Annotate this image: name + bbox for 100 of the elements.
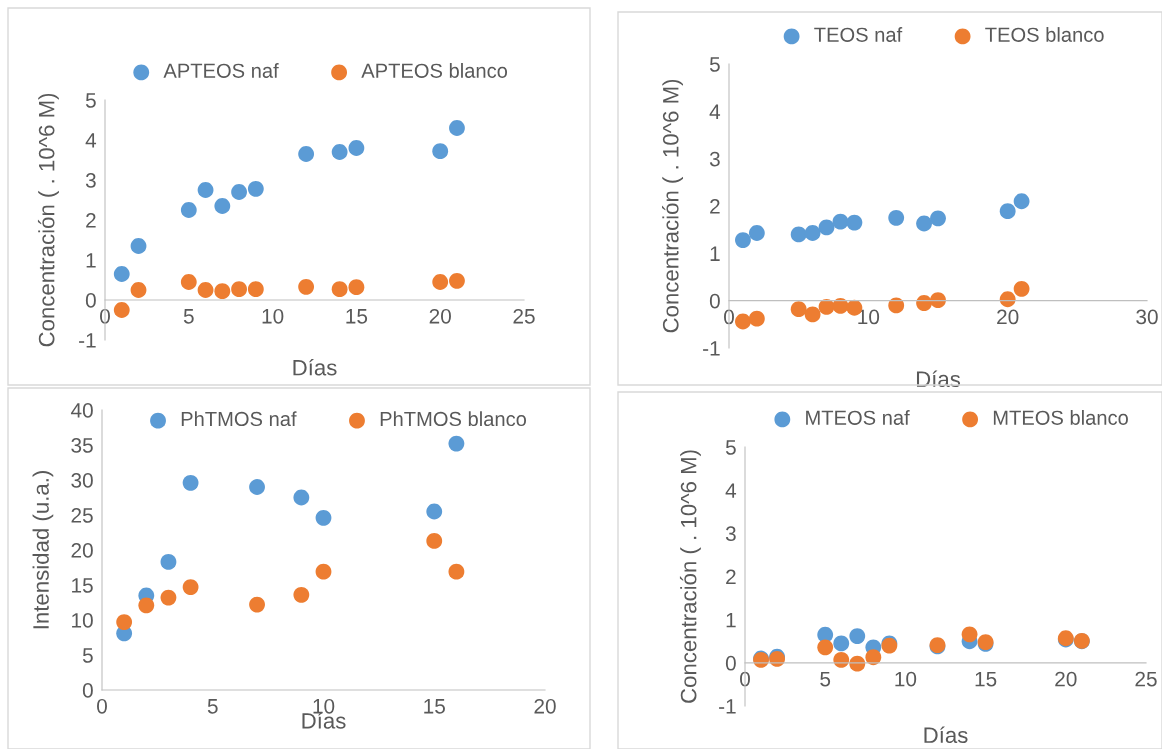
point <box>833 635 850 652</box>
legend-label: PhTMOS naf <box>181 411 297 427</box>
point <box>888 297 905 314</box>
x-tick-label: 5 <box>183 309 194 324</box>
point <box>999 203 1016 220</box>
point <box>231 281 247 298</box>
point <box>214 198 231 214</box>
point <box>197 282 214 298</box>
x-tick-label: 25 <box>513 308 535 324</box>
y-tick-label: 2 <box>726 569 736 585</box>
x-tick-label: 5 <box>207 699 218 714</box>
y-tick-label: 0 <box>82 683 93 698</box>
point <box>426 532 443 549</box>
y-tick-label: -1 <box>719 699 736 714</box>
point <box>735 313 751 330</box>
point <box>348 279 365 296</box>
legend-label: PhTMOS blanco <box>380 411 527 427</box>
y-tick-label: 35 <box>71 438 93 453</box>
x-tick-label: 10 <box>262 308 284 324</box>
y-tick-label: 5 <box>725 440 736 455</box>
y-axis-title: Intensidad (u.a.) <box>32 471 54 629</box>
y-tick-label: 0 <box>85 293 96 308</box>
point <box>249 596 265 613</box>
point <box>448 563 465 580</box>
point <box>790 226 807 243</box>
point <box>298 278 315 295</box>
y-axis-title: Concentración ( . 10^6 M) <box>662 79 684 333</box>
legend-label: APTEOS blanco <box>361 63 508 78</box>
x-tick-label: 20 <box>429 308 451 324</box>
point <box>748 310 765 327</box>
point <box>449 120 465 136</box>
legend-label: TEOS blanco <box>985 27 1104 42</box>
point <box>231 184 247 200</box>
x-tick-label: 15 <box>424 699 445 714</box>
point <box>315 509 332 526</box>
x-axis-title: Días <box>302 712 346 729</box>
point <box>1013 280 1030 297</box>
x-tick-label: 10 <box>895 671 917 687</box>
x-tick-label: 0 <box>740 671 750 687</box>
y-axis-title: Concentración ( . 10^6 M) <box>37 93 59 347</box>
y-tick-label: 4 <box>709 104 721 119</box>
y-tick-label: 4 <box>85 133 97 148</box>
y-tick-label: -1 <box>79 333 96 348</box>
x-tick-label: 15 <box>975 671 997 687</box>
point <box>832 213 849 230</box>
x-tick-label: 0 <box>97 698 107 714</box>
point <box>818 298 835 315</box>
point <box>138 597 155 614</box>
y-tick-label: 2 <box>710 199 720 214</box>
point <box>197 182 214 198</box>
point <box>113 266 130 282</box>
point <box>916 215 932 232</box>
point <box>113 302 130 318</box>
y-tick-label: 3 <box>709 151 720 167</box>
point <box>298 146 315 162</box>
x-tick-label: 0 <box>100 308 110 324</box>
legend-label: TEOS naf <box>814 27 903 42</box>
point <box>448 435 465 452</box>
y-tick-label: -1 <box>703 341 720 356</box>
point <box>182 579 199 596</box>
point <box>804 306 821 323</box>
y-tick-label: 3 <box>85 173 96 188</box>
point <box>790 301 807 318</box>
point <box>449 272 465 289</box>
point <box>315 563 332 580</box>
point <box>735 232 751 248</box>
point <box>348 140 365 156</box>
point <box>130 282 147 298</box>
y-tick-label: 0 <box>709 293 720 309</box>
point <box>214 283 231 300</box>
y-tick-label: 3 <box>725 526 736 542</box>
x-tick-label: 15 <box>346 309 368 324</box>
y-tick-label: 1 <box>710 246 720 261</box>
y-tick-label: 1 <box>86 253 96 268</box>
y-tick-label: 2 <box>86 213 96 228</box>
point <box>748 225 765 241</box>
point <box>999 291 1016 308</box>
point <box>846 214 863 231</box>
y-tick-label: 1 <box>726 612 736 628</box>
y-tick-label: 15 <box>72 578 93 593</box>
y-tick-label: 20 <box>71 543 93 558</box>
legend-label: APTEOS naf <box>163 63 279 78</box>
legend-label: MTEOS blanco <box>993 410 1128 425</box>
point <box>432 143 449 160</box>
point <box>930 210 946 227</box>
x-axis-title: Días <box>293 358 337 376</box>
y-tick-label: 40 <box>70 403 93 418</box>
y-tick-label: 30 <box>71 473 93 488</box>
y-tick-label: 5 <box>82 648 93 663</box>
x-tick-label: 25 <box>1135 671 1157 687</box>
y-tick-label: 25 <box>71 508 93 523</box>
point <box>180 274 197 290</box>
point <box>961 626 978 643</box>
x-axis-title: Días <box>916 370 961 388</box>
point <box>888 209 905 226</box>
point <box>426 503 443 520</box>
point <box>293 586 310 603</box>
point <box>160 553 177 570</box>
point <box>432 274 449 290</box>
point <box>180 202 197 218</box>
